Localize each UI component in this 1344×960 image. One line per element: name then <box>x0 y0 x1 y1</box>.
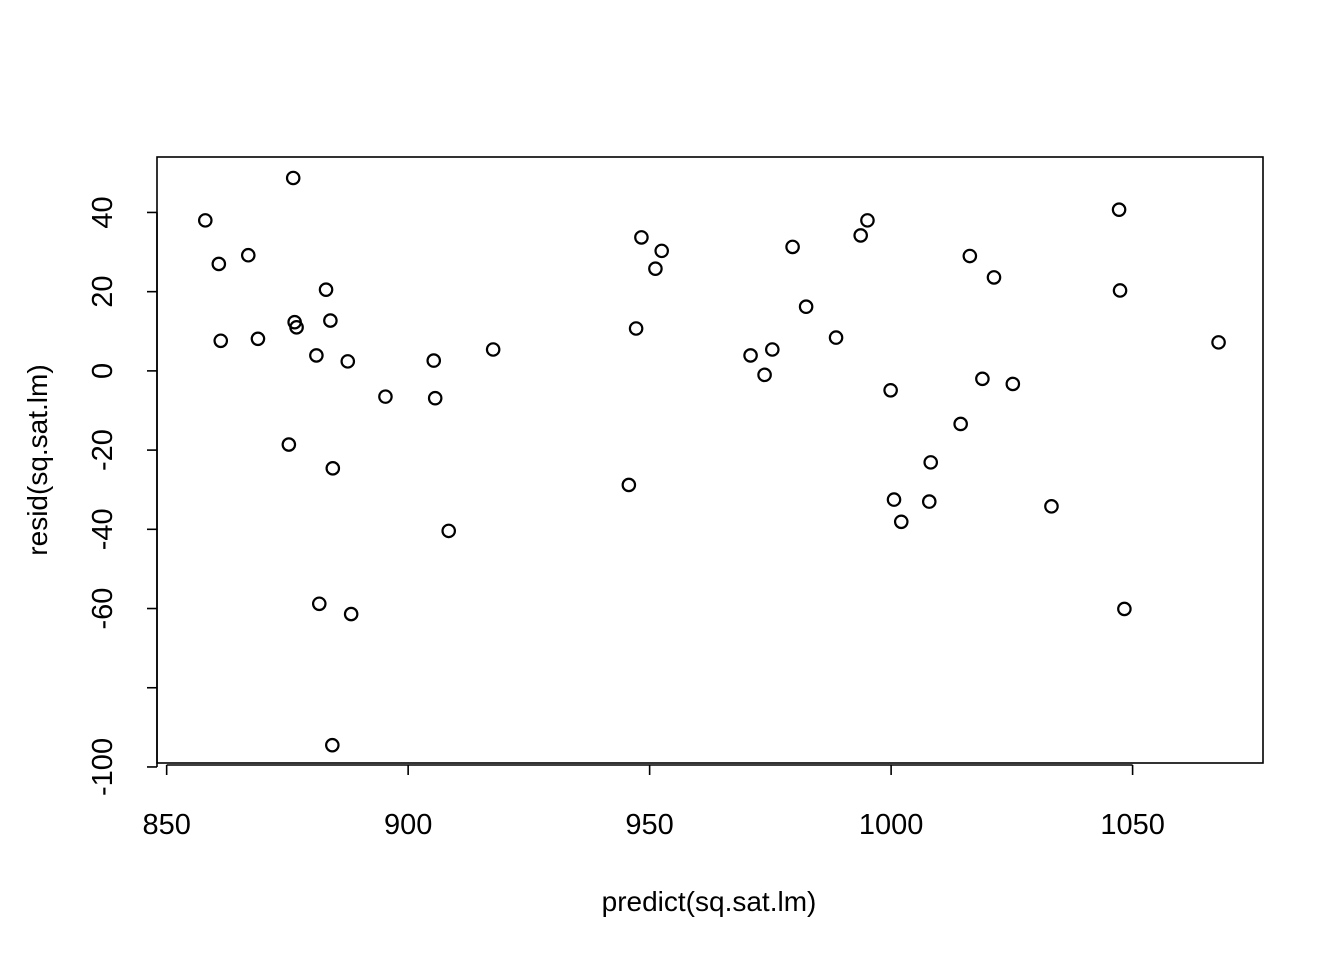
y-tick-label: -60 <box>87 588 119 630</box>
data-point <box>1117 601 1132 617</box>
data-point <box>975 371 990 387</box>
data-point <box>311 596 327 612</box>
data-points <box>197 170 1226 753</box>
y-tick-label: 40 <box>87 196 119 228</box>
data-point <box>785 239 800 255</box>
x-axis: 850 900 950 1000 1050 <box>142 764 1165 841</box>
data-point <box>309 348 324 363</box>
data-point <box>743 348 758 363</box>
y-tick-label: -40 <box>87 508 119 550</box>
data-point <box>427 390 443 406</box>
data-point <box>923 455 939 470</box>
data-point <box>197 213 213 228</box>
data-point <box>281 437 297 452</box>
y-tick-label: 20 <box>87 276 119 308</box>
data-point <box>485 342 501 357</box>
data-point <box>340 354 356 369</box>
data-point <box>962 248 978 264</box>
data-point <box>426 353 442 368</box>
data-point <box>986 270 1002 285</box>
data-point <box>1005 376 1021 392</box>
x-tick-label: 1000 <box>859 809 924 841</box>
y-tick-label: -20 <box>87 429 119 471</box>
data-point <box>853 228 868 243</box>
data-point <box>378 389 393 404</box>
data-point <box>1044 499 1059 514</box>
data-point <box>323 313 338 328</box>
data-point <box>634 230 649 245</box>
data-point <box>325 737 340 753</box>
data-point <box>886 492 902 507</box>
y-tick-label: -100 <box>87 738 119 796</box>
data-point <box>628 321 644 336</box>
y-tick-label: 0 <box>87 363 119 379</box>
x-tick-label: 900 <box>384 809 432 841</box>
x-tick-label: 850 <box>142 809 190 841</box>
data-point <box>240 247 256 263</box>
data-point <box>441 523 457 539</box>
data-point <box>318 282 334 297</box>
data-point <box>860 213 875 228</box>
data-point <box>953 416 968 432</box>
data-point <box>250 331 266 347</box>
data-point <box>828 330 844 345</box>
data-point <box>648 261 663 276</box>
y-axis: -100 -60 -40 -20 0 20 40 <box>87 196 158 796</box>
data-point <box>757 367 772 383</box>
data-point <box>893 514 909 530</box>
data-point <box>325 461 341 476</box>
data-point <box>289 320 304 335</box>
data-point <box>213 333 229 349</box>
data-point <box>1112 283 1128 298</box>
x-axis-label: predict(sq.sat.lm) <box>602 886 817 917</box>
data-point <box>211 256 227 272</box>
data-point <box>921 494 937 509</box>
x-tick-label: 1050 <box>1100 809 1165 841</box>
data-point <box>654 243 670 259</box>
plot-frame <box>156 156 1264 764</box>
data-point <box>883 382 898 398</box>
data-point <box>343 606 359 622</box>
data-point <box>798 299 814 315</box>
data-point <box>621 477 637 493</box>
data-point <box>1211 335 1226 350</box>
data-point <box>1111 202 1127 217</box>
data-point <box>765 342 780 357</box>
data-point <box>285 170 301 186</box>
y-axis-label: resid(sq.sat.lm) <box>22 364 53 555</box>
x-tick-label: 950 <box>625 809 673 841</box>
